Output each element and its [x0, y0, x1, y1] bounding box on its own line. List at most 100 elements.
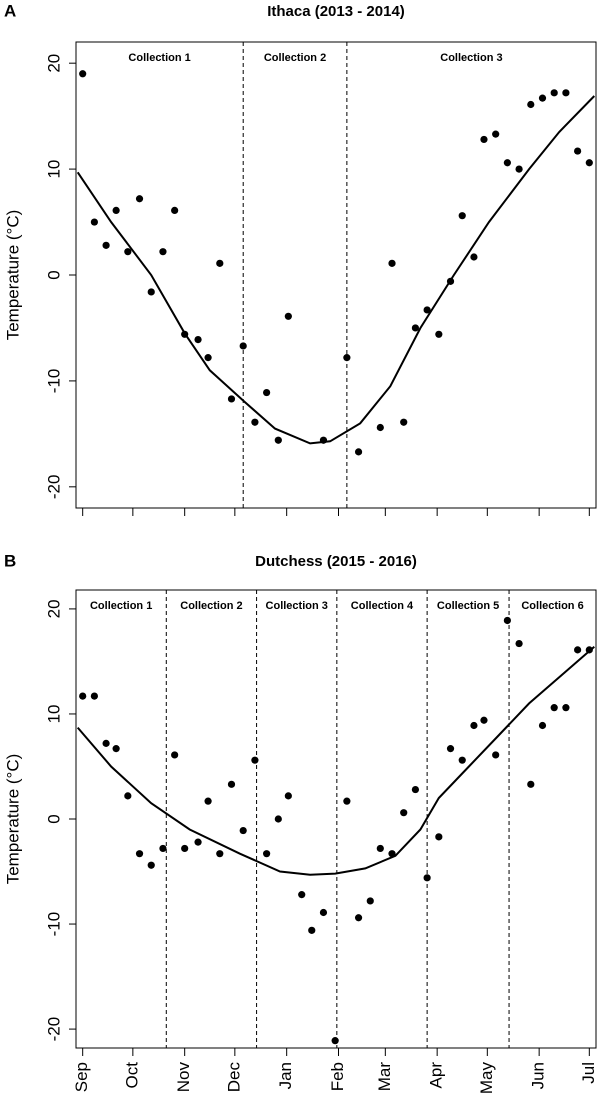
y-tick-label: 10 — [44, 160, 63, 179]
data-point — [79, 70, 87, 78]
y-tick-label: 20 — [44, 54, 63, 73]
data-point — [79, 692, 87, 700]
collection-label: Collection 3 — [440, 52, 502, 64]
y-tick-label: 20 — [44, 599, 63, 618]
data-point — [423, 306, 431, 314]
panel-letter: A — [4, 1, 16, 20]
data-point — [480, 135, 488, 144]
data-point — [135, 195, 144, 203]
data-point — [194, 838, 202, 846]
data-point — [400, 809, 408, 817]
x-tick-label: Oct — [122, 1062, 141, 1089]
data-point — [112, 206, 120, 214]
data-point — [227, 780, 236, 788]
collection-label: Collection 3 — [266, 600, 328, 612]
data-point — [376, 423, 384, 432]
data-point — [274, 815, 282, 823]
data-point — [492, 751, 500, 759]
data-point — [204, 797, 212, 805]
y-tick-label: 0 — [44, 270, 63, 279]
data-point — [284, 312, 292, 320]
data-point — [411, 324, 420, 332]
data-point — [538, 94, 547, 102]
data-point — [284, 792, 292, 800]
collection-label: Collection 2 — [264, 52, 326, 64]
data-point — [102, 241, 110, 249]
collection-label: Collection 4 — [351, 600, 414, 612]
data-point — [411, 785, 420, 794]
data-point — [239, 826, 247, 835]
data-point — [319, 908, 328, 917]
data-point — [503, 616, 511, 625]
data-point — [515, 165, 523, 173]
collection-label: Collection 6 — [521, 600, 583, 612]
y-tick-label: -10 — [44, 912, 63, 937]
data-point — [124, 248, 132, 256]
data-point — [550, 704, 558, 712]
data-point — [159, 248, 167, 256]
x-tick-label: Jun — [529, 1062, 548, 1089]
collection-label: Collection 1 — [128, 52, 190, 64]
x-tick-label: May — [477, 1062, 496, 1095]
plot-frame — [75, 589, 597, 1049]
data-point — [159, 844, 167, 853]
x-tick-label: Feb — [328, 1062, 347, 1091]
data-point — [171, 751, 179, 759]
data-point — [181, 330, 189, 338]
trend-line — [76, 645, 595, 876]
data-point — [400, 418, 408, 426]
data-point — [147, 861, 155, 869]
data-point — [354, 914, 363, 922]
collection-label: Collection 1 — [90, 600, 152, 612]
data-point — [470, 253, 478, 261]
data-point — [435, 330, 443, 338]
data-point — [446, 277, 455, 285]
y-axis-label: Temperature (°C) — [3, 210, 22, 341]
x-tick-label: Apr — [427, 1062, 446, 1089]
data-point — [227, 395, 236, 403]
data-point — [458, 756, 466, 764]
data-point — [585, 646, 593, 654]
panel-letter: B — [4, 551, 16, 570]
y-tick-label: 10 — [44, 704, 63, 723]
data-point — [112, 745, 120, 753]
data-point — [263, 850, 271, 858]
y-tick-label: -10 — [44, 369, 63, 394]
data-point — [308, 926, 316, 934]
data-point — [343, 354, 351, 362]
data-point — [562, 704, 570, 712]
data-point — [102, 739, 110, 747]
data-point — [527, 100, 535, 109]
data-point — [90, 218, 98, 226]
data-point — [376, 844, 384, 853]
x-tick-label: Jan — [276, 1062, 295, 1089]
data-point — [135, 850, 144, 858]
data-point — [435, 833, 443, 841]
y-axis-label: Temperature (°C) — [3, 754, 22, 885]
data-point — [470, 721, 478, 730]
data-point — [574, 646, 582, 654]
trend-line — [76, 95, 596, 445]
data-point — [492, 130, 500, 138]
data-point — [366, 897, 374, 905]
data-point — [550, 89, 558, 97]
data-point — [538, 721, 547, 730]
collection-label: Collection 2 — [180, 600, 242, 612]
data-point — [480, 716, 488, 724]
data-point — [90, 692, 98, 700]
data-point — [216, 850, 224, 858]
data-point — [319, 436, 328, 444]
data-point — [251, 418, 259, 426]
data-point — [562, 89, 570, 97]
data-point — [331, 1037, 339, 1045]
data-point — [263, 388, 271, 397]
data-point — [446, 745, 455, 753]
data-point — [216, 259, 224, 267]
data-point — [343, 797, 351, 805]
x-tick-label: Sep — [72, 1062, 91, 1092]
data-point — [515, 639, 523, 648]
data-point — [194, 336, 202, 344]
data-point — [354, 448, 363, 456]
data-point — [181, 844, 189, 853]
